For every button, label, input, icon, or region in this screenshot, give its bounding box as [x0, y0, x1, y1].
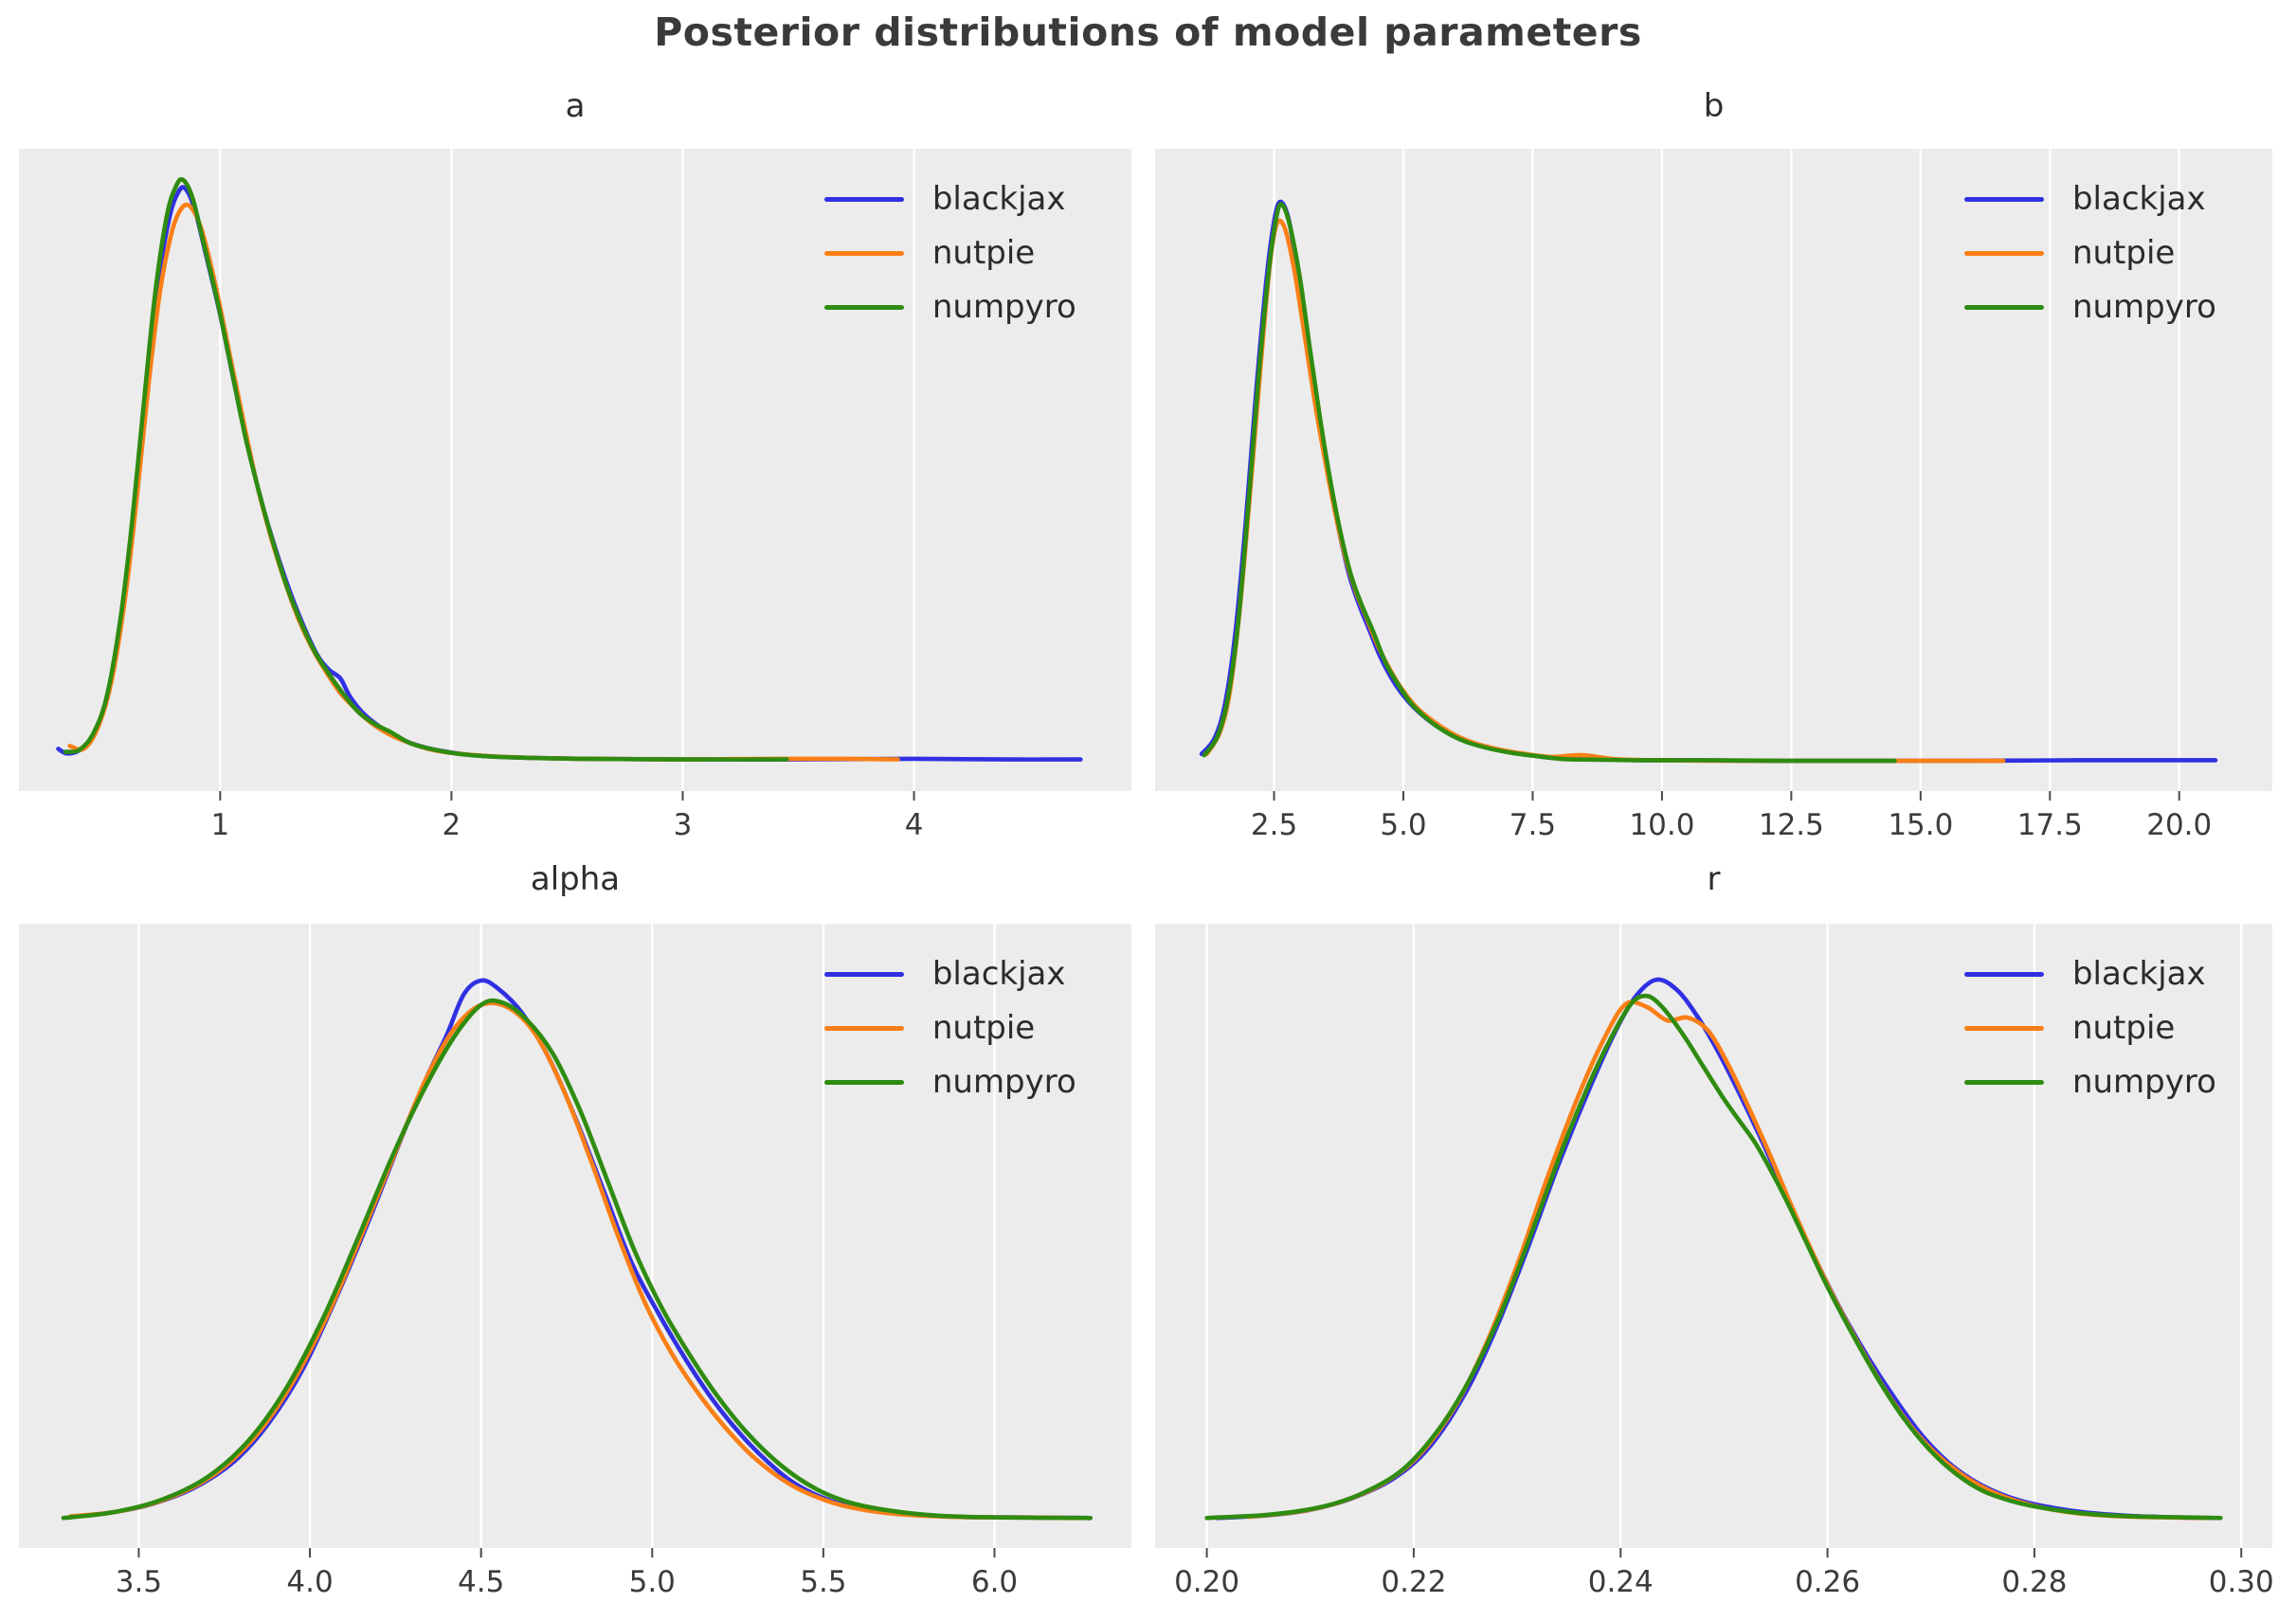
legend-label-blackjax: blackjax: [2071, 180, 2206, 218]
x-tick-label: 5.0: [1380, 808, 1427, 842]
x-tick-label: 0.30: [2208, 1565, 2274, 1599]
legend-swatch-nutpie: [1963, 250, 2044, 256]
x-tick-label: 5.5: [800, 1565, 847, 1599]
x-tick-label: 10.0: [1629, 808, 1695, 842]
legend-label-nutpie: nutpie: [2071, 234, 2176, 272]
legend-swatch-nutpie: [1963, 1025, 2044, 1031]
kde-curve-numpyro: [1204, 993, 2223, 1521]
x-tick-label: 3: [673, 808, 693, 842]
x-tick-label: 4.0: [286, 1565, 334, 1599]
x-tick-label: 7.5: [1509, 808, 1557, 842]
legend-swatch-nutpie: [823, 250, 904, 256]
legend-swatch-blackjax: [1963, 196, 2044, 202]
legend-label-numpyro: numpyro: [2071, 1063, 2216, 1101]
legend-swatch-numpyro: [1963, 304, 2044, 310]
x-tick-label: 15.0: [1888, 808, 1954, 842]
legend-label-blackjax: blackjax: [2071, 955, 2206, 993]
x-tick-label: 0.24: [1587, 1565, 1654, 1599]
legend-swatch-blackjax: [823, 196, 904, 202]
kde-plot-r: [1155, 924, 2272, 1558]
legend-swatch-numpyro: [823, 304, 904, 310]
kde-curve-numpyro: [1202, 202, 1897, 764]
x-tick-label: 0.22: [1381, 1565, 1447, 1599]
legend-label-numpyro: numpyro: [931, 288, 1076, 326]
x-tick-label: 3.5: [115, 1565, 163, 1599]
kde-curve-nutpie: [67, 1000, 1079, 1521]
legend-swatch-numpyro: [823, 1079, 904, 1085]
x-tick-label: 20.0: [2146, 808, 2213, 842]
subplot-title-r: r: [1707, 860, 1721, 898]
kde-plot-alpha: [19, 924, 1131, 1558]
legend-swatch-blackjax: [1963, 971, 2044, 977]
x-tick-label: 17.5: [2016, 808, 2083, 842]
plot-background: [1155, 149, 2272, 791]
subplot-title-a: a: [565, 87, 586, 125]
subplot-title-alpha: alpha: [530, 860, 621, 898]
x-tick-label: 2.5: [1250, 808, 1298, 842]
kde-plot-b: [1155, 149, 2272, 801]
legend-label-numpyro: numpyro: [931, 1063, 1076, 1101]
subplot-title-b: b: [1703, 87, 1725, 125]
plot-background: [19, 924, 1131, 1548]
legend-label-blackjax: blackjax: [931, 955, 1066, 993]
x-tick-label: 0.26: [1795, 1565, 1861, 1599]
x-tick-label: 2: [442, 808, 461, 842]
legend-label-numpyro: numpyro: [2071, 288, 2216, 326]
legend-swatch-numpyro: [1963, 1079, 2044, 1085]
kde-plot-a: [19, 149, 1131, 801]
figure-title: Posterior distributions of model paramet…: [654, 9, 1642, 55]
x-tick-label: 0.28: [2001, 1565, 2068, 1599]
x-tick-label: 1: [210, 808, 230, 842]
x-tick-label: 5.0: [628, 1565, 676, 1599]
legend-swatch-nutpie: [823, 1025, 904, 1031]
legend-label-nutpie: nutpie: [931, 234, 1036, 272]
kde-curve-numpyro: [63, 176, 789, 762]
legend-swatch-blackjax: [823, 971, 904, 977]
legend-label-nutpie: nutpie: [931, 1009, 1036, 1047]
legend-label-nutpie: nutpie: [2071, 1009, 2176, 1047]
x-tick-label: 4: [904, 808, 924, 842]
x-tick-label: 4.5: [458, 1565, 505, 1599]
plot-background: [1155, 924, 2272, 1548]
x-tick-label: 12.5: [1758, 808, 1824, 842]
x-tick-label: 0.20: [1174, 1565, 1240, 1599]
x-tick-label: 6.0: [970, 1565, 1019, 1599]
kde-curve-numpyro: [61, 998, 1093, 1521]
legend-label-blackjax: blackjax: [931, 180, 1066, 218]
